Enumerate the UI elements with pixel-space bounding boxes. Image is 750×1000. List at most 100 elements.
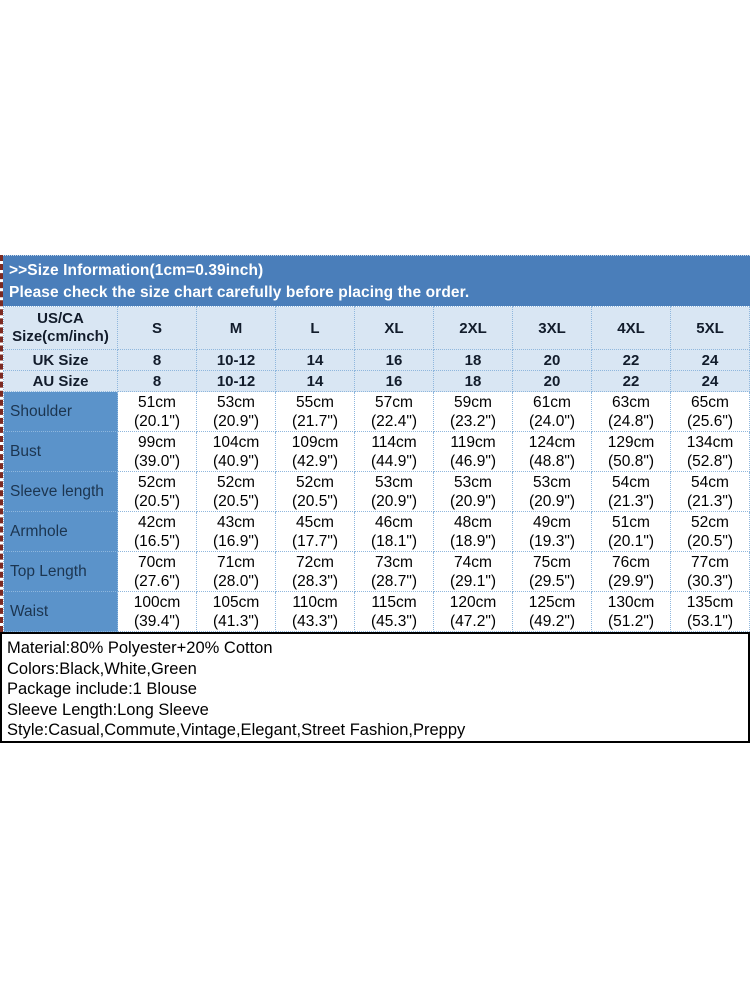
- inch-value: (28.0"): [213, 572, 259, 590]
- measurement-label: Top Length: [3, 551, 118, 592]
- size-value-cell: 45cm (17.7"): [275, 511, 355, 552]
- cm-value: 130cm: [607, 593, 655, 611]
- au-size-cell: 10-12: [196, 370, 276, 392]
- size-header-cell: M: [196, 306, 276, 350]
- size-value-cell: 49cm (19.3"): [512, 511, 592, 552]
- cm-value: 48cm: [454, 513, 492, 531]
- cm-value: 52cm: [138, 473, 176, 491]
- product-detail-style: Style:Casual,Commute,Vintage,Elegant,Str…: [7, 721, 466, 739]
- cm-value: 49cm: [533, 513, 571, 531]
- inch-value: (20.9"): [529, 492, 575, 510]
- cm-value: 65cm: [691, 393, 729, 411]
- cm-value: 104cm: [212, 433, 260, 451]
- measurement-label: Bust: [3, 431, 118, 472]
- size-header-cell: 4XL: [591, 306, 671, 350]
- cm-value: 100cm: [133, 593, 181, 611]
- size-value-cell: 52cm (20.5"): [275, 471, 355, 512]
- uk-size-cell: 22: [591, 349, 671, 371]
- au-size-cell: 14: [275, 370, 355, 392]
- au-size-cell: 24: [670, 370, 750, 392]
- cm-value: 53cm: [217, 393, 255, 411]
- size-value-cell: 70cm (27.6"): [117, 551, 197, 592]
- cm-value: 53cm: [375, 473, 413, 491]
- size-value-cell: 43cm (16.9"): [196, 511, 276, 552]
- uk-size-cell: 14: [275, 349, 355, 371]
- cm-value: 54cm: [612, 473, 650, 491]
- size-value-cell: 53cm (20.9"): [196, 391, 276, 432]
- size-value-cell: 48cm (18.9"): [433, 511, 513, 552]
- measurement-row-top-length: Top Length 70cm (27.6") 71cm (28.0") 72cm(…: [3, 551, 750, 592]
- inch-value: (39.0"): [134, 452, 180, 470]
- inch-value: (50.8"): [608, 452, 654, 470]
- inch-value: (20.1"): [608, 532, 654, 550]
- size-header-cell: S: [117, 306, 197, 350]
- inch-value: (30.3"): [687, 572, 733, 590]
- size-value-cell: 134cm (52.8"): [670, 431, 750, 472]
- size-value-cell: 100cm (39.4"): [117, 591, 197, 632]
- cm-value: 105cm: [212, 593, 260, 611]
- uk-size-cell: 10-12: [196, 349, 276, 371]
- product-detail-colors: Colors:Black,White,Green: [7, 659, 197, 678]
- cm-value: 124cm: [528, 433, 576, 451]
- inch-value: (49.2"): [529, 612, 575, 630]
- size-header-cell: 3XL: [512, 306, 592, 350]
- inch-value: (20.9"): [450, 492, 496, 510]
- size-value-cell: 63cm (24.8"): [591, 391, 671, 432]
- size-info-banner: >>Size Information(1cm=0.39inch) Please …: [3, 255, 750, 306]
- uk-size-row: UK Size 8 10-12 14 16 18 20 22 24: [3, 349, 750, 371]
- inch-value: (43.3"): [292, 612, 338, 630]
- inch-value: (20.5"): [134, 492, 180, 510]
- size-value-cell: 77cm (30.3"): [670, 551, 750, 592]
- size-value-cell: 130cm (51.2"): [591, 591, 671, 632]
- cm-value: 135cm: [686, 593, 734, 611]
- size-value-cell: 65cm (25.6"): [670, 391, 750, 432]
- cm-value: 54cm: [691, 473, 729, 491]
- cm-value: 71cm: [217, 553, 255, 571]
- size-value-cell: 119cm (46.9"): [433, 431, 513, 472]
- uk-size-cell: 18: [433, 349, 513, 371]
- cm-value: 114cm: [371, 433, 417, 451]
- inch-value: (46.9"): [450, 452, 496, 470]
- inch-value: (29.9"): [608, 572, 654, 590]
- inch-value: (39.4"): [134, 612, 180, 630]
- size-value-cell: 54cm (21.3"): [670, 471, 750, 512]
- size-value-cell: 135cm (53.1"): [670, 591, 750, 632]
- measurement-row-armhole: Armhole 42cm (16.5") 43cm (16.9") 45cm (17.…: [3, 511, 750, 552]
- au-size-row: AU Size 8 10-12 14 16 18 20 22 24: [3, 370, 750, 392]
- inch-value: (53.1"): [687, 612, 733, 630]
- inch-value: (25.6"): [687, 412, 733, 430]
- size-header-cell: 2XL: [433, 306, 513, 350]
- product-detail-material: Material:80% Polyester+20% Cotton: [7, 639, 273, 657]
- inch-value: (29.1"): [450, 572, 496, 590]
- inch-value: (22.4"): [371, 412, 417, 430]
- size-value-cell: 124cm (48.8"): [512, 431, 592, 472]
- cm-value: 55cm: [296, 393, 334, 411]
- measurement-label: Waist: [3, 591, 118, 632]
- size-chart-area: >>Size Information(1cm=0.39inch) Please …: [0, 255, 750, 632]
- size-value-cell: 115cm (45.3"): [354, 591, 434, 632]
- size-value-cell: 55cm (21.7"): [275, 391, 355, 432]
- size-value-cell: 52cm (20.5"): [117, 471, 197, 512]
- size-value-cell: 109cm (42.9"): [275, 431, 355, 472]
- uk-size-cell: 16: [354, 349, 434, 371]
- inch-value: (18.1"): [371, 532, 417, 550]
- inch-value: (21.7"): [292, 412, 338, 430]
- inch-value: (17.7"): [292, 532, 338, 550]
- size-value-cell: 76cm (29.9"): [591, 551, 671, 592]
- size-header-cell: L: [275, 306, 355, 350]
- cm-value: 53cm: [533, 473, 571, 491]
- cm-value: 119cm: [450, 433, 496, 451]
- size-value-cell: 73cm (28.7"): [354, 551, 434, 592]
- size-value-cell: 114cm (44.9"): [354, 431, 434, 472]
- cm-value: 110cm: [292, 593, 338, 611]
- inch-value: (47.2"): [450, 612, 496, 630]
- size-value-cell: 46cm (18.1"): [354, 511, 434, 552]
- size-value-cell: 99cm (39.0"): [117, 431, 197, 472]
- size-value-cell: 53cm (20.9"): [433, 471, 513, 512]
- corner-line2: Size(cm/inch): [12, 328, 109, 345]
- cm-value: 129cm: [607, 433, 655, 451]
- inch-value: (48.8"): [529, 452, 575, 470]
- inch-value: (16.9"): [213, 532, 259, 550]
- banner-title: >>Size Information(1cm=0.39inch): [9, 261, 264, 279]
- size-value-cell: 54cm (21.3"): [591, 471, 671, 512]
